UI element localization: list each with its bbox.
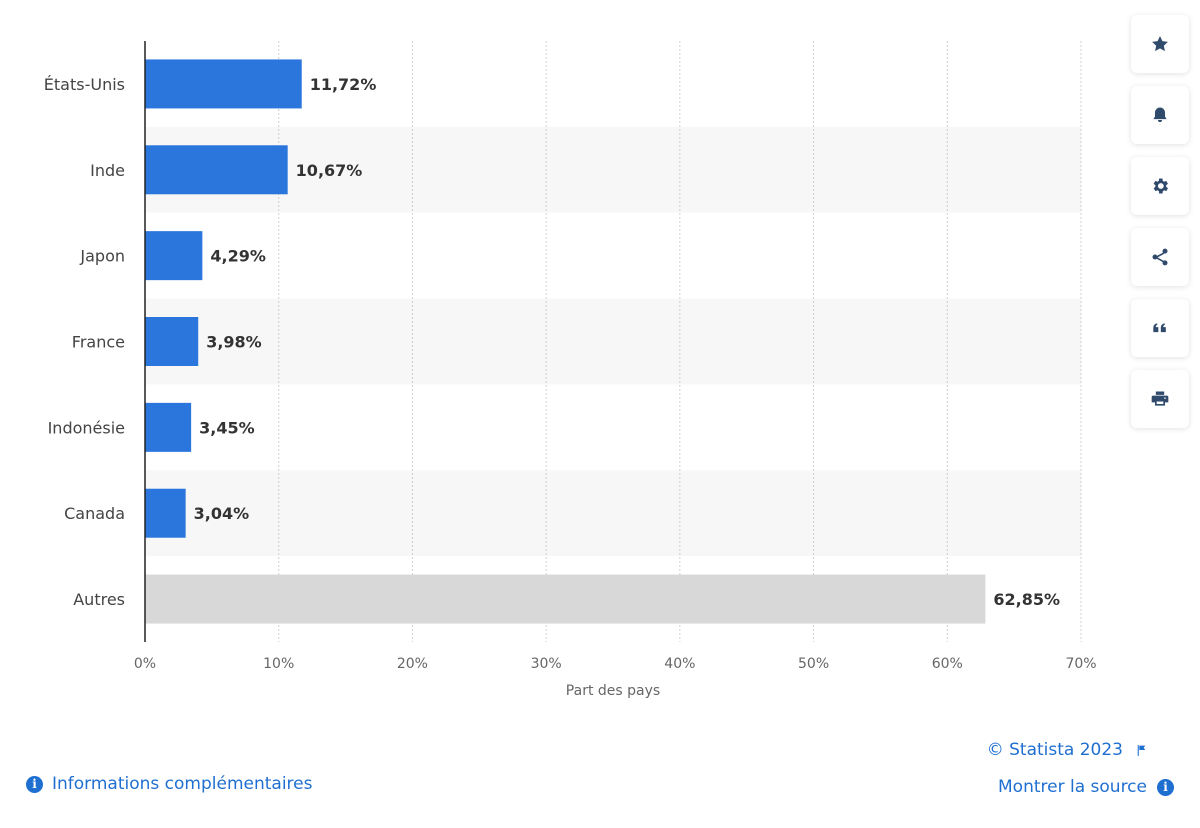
bar-3[interactable] xyxy=(145,317,199,366)
value-labels: 11,72% 10,67% 4,29% 3,98% 3,45% 3,04% 62,85% xyxy=(194,75,1060,609)
bell-icon xyxy=(1153,107,1167,123)
value-label: 11,72% xyxy=(310,75,377,94)
value-label: 3,98% xyxy=(206,333,262,352)
value-label: 3,45% xyxy=(199,418,255,437)
flag-icon xyxy=(1137,744,1146,756)
cite-button[interactable] xyxy=(1131,299,1189,357)
bar-1[interactable] xyxy=(145,145,288,195)
row-band xyxy=(145,470,1081,557)
bar-0[interactable] xyxy=(145,59,302,109)
chart-grid xyxy=(278,41,1082,642)
x-tick-label: 0% xyxy=(134,656,156,672)
bar-2[interactable] xyxy=(145,231,203,281)
x-tick-label: 10% xyxy=(263,656,294,672)
copyright-link[interactable]: © Statista 2023 xyxy=(987,740,1148,760)
x-tick-label: 20% xyxy=(397,656,428,672)
category-labels: États-Unis Inde Japon France Indonésie Canada… xyxy=(44,75,125,609)
quote-icon xyxy=(1153,323,1166,333)
print-button[interactable] xyxy=(1131,370,1189,428)
additional-info-link[interactable]: i Informations complémentaires xyxy=(26,774,312,794)
category-label: Inde xyxy=(90,161,125,180)
share-icon xyxy=(1152,248,1168,266)
share-button[interactable] xyxy=(1131,228,1189,286)
bar-chart: États-Unis Inde Japon France Indonésie Canada… xyxy=(44,41,1097,699)
settings-button[interactable] xyxy=(1131,157,1189,215)
bar-5[interactable] xyxy=(145,488,186,538)
value-label: 62,85% xyxy=(993,590,1060,609)
favorite-button[interactable] xyxy=(1131,15,1189,73)
bar-4[interactable] xyxy=(145,402,192,452)
category-label: Canada xyxy=(64,504,125,523)
star-icon xyxy=(1152,36,1168,52)
category-label: Japon xyxy=(79,247,125,266)
copyright-text: © Statista 2023 xyxy=(986,740,1123,760)
additional-info-text: Informations complémentaires xyxy=(52,774,313,794)
info-icon: i xyxy=(1157,778,1174,796)
bar-6[interactable] xyxy=(145,574,986,624)
x-tick-label: 70% xyxy=(1065,656,1096,672)
category-label: France xyxy=(72,333,125,352)
chart-bands xyxy=(145,126,1081,557)
category-label: États-Unis xyxy=(44,75,125,94)
value-label: 4,29% xyxy=(210,247,266,266)
value-label: 3,04% xyxy=(194,504,250,523)
x-tick-label: 30% xyxy=(531,656,562,672)
row-band xyxy=(145,126,1081,213)
show-source-link[interactable]: Montrer la source i xyxy=(998,777,1174,797)
x-tick-label: 50% xyxy=(798,656,829,672)
info-icon: i xyxy=(26,775,43,793)
x-tick-labels: 0% 10% 20% 30% 40% 50% 60% 70% xyxy=(134,656,1097,672)
x-tick-label: 60% xyxy=(932,656,963,672)
show-source-text: Montrer la source xyxy=(998,777,1147,797)
category-label: Indonésie xyxy=(48,418,125,437)
gear-icon xyxy=(1153,178,1168,194)
value-label: 10,67% xyxy=(296,161,363,180)
x-axis-title: Part des pays xyxy=(566,683,660,699)
print-icon xyxy=(1151,391,1169,406)
notification-button[interactable] xyxy=(1131,86,1189,144)
row-band xyxy=(145,298,1081,385)
category-label: Autres xyxy=(73,590,125,609)
chart-bars xyxy=(145,59,986,624)
x-tick-label: 40% xyxy=(664,656,695,672)
